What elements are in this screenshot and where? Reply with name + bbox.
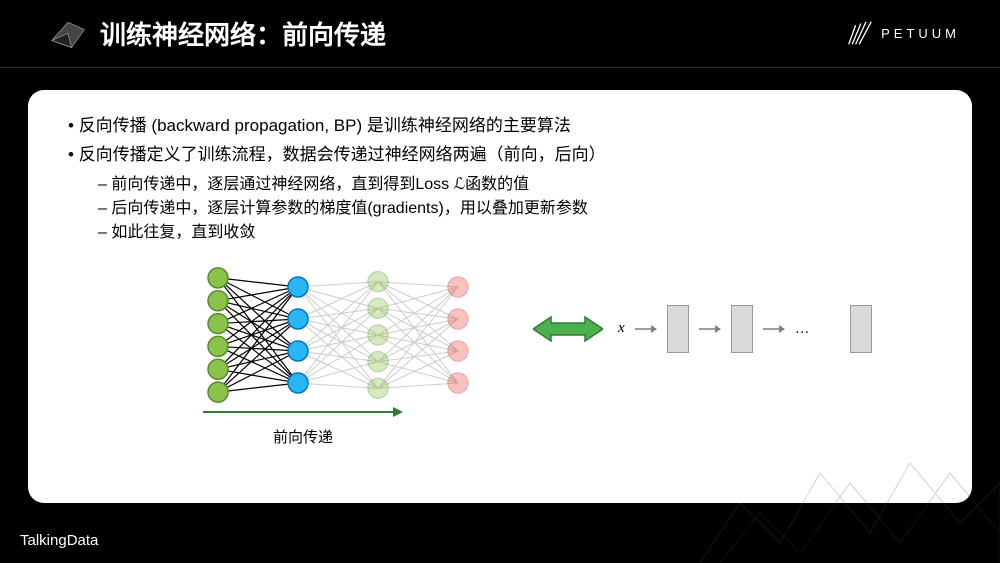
pipeline-ellipsis: … xyxy=(795,320,810,337)
forward-label: 前向传递 xyxy=(188,426,418,447)
background-mountain-icon xyxy=(700,443,1000,563)
sub-bullet-item: 前向传递中，逐层通过神经网络，直到得到Loss ℒ函数的值 xyxy=(114,170,942,194)
footer-brand: TalkingData xyxy=(20,532,98,549)
diagram-area: 前向传递 x … xyxy=(68,250,942,450)
sub-bullet-item: 后向传递中，逐层计算参数的梯度值(gradients)，用以叠加更新参数 xyxy=(114,194,942,218)
sub-bullet-list: 前向传递中，逐层通过神经网络，直到得到Loss ℒ函数的值 后向传递中，逐层计算… xyxy=(98,170,942,242)
bullet-item: 反向传播定义了训练流程，数据会传递过神经网络两遍（前向，后向） xyxy=(82,141,942,170)
petuum-logo-text: PETUUM xyxy=(881,26,960,41)
forward-arrow-icon xyxy=(203,405,403,419)
pipeline-x-label: x xyxy=(618,320,625,337)
cube-logo-icon xyxy=(50,20,86,50)
neural-network-diagram xyxy=(178,250,518,420)
pipe-arrow-icon xyxy=(635,323,657,335)
double-arrow-icon xyxy=(533,315,603,343)
petuum-logo: PETUUM xyxy=(847,20,960,46)
pipeline-box xyxy=(667,305,689,353)
pipe-arrow-icon xyxy=(699,323,721,335)
pipe-arrow-icon xyxy=(763,323,785,335)
slide-header: 训练神经网络：前向传递 PETUUM xyxy=(0,0,1000,68)
content-card: 反向传播 (backward propagation, BP) 是训练神经网络的… xyxy=(28,90,972,503)
petuum-mark-icon xyxy=(847,20,873,46)
pipeline-box xyxy=(850,305,872,353)
pipeline-diagram: x … xyxy=(618,305,872,353)
main-bullet-list: 反向传播 (backward propagation, BP) 是训练神经网络的… xyxy=(68,112,942,170)
forward-arrow-container: 前向传递 xyxy=(188,405,418,447)
bullet-item: 反向传播 (backward propagation, BP) 是训练神经网络的… xyxy=(82,112,942,141)
pipeline-box xyxy=(731,305,753,353)
slide-title: 训练神经网络：前向传递 xyxy=(100,15,386,52)
sub-bullet-item: 如此往复，直到收敛 xyxy=(114,218,942,242)
